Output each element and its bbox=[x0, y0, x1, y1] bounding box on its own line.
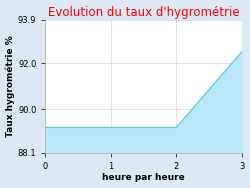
Title: Evolution du taux d'hygrométrie: Evolution du taux d'hygrométrie bbox=[48, 6, 239, 19]
Y-axis label: Taux hygrométrie %: Taux hygrométrie % bbox=[6, 35, 15, 137]
X-axis label: heure par heure: heure par heure bbox=[102, 174, 185, 182]
